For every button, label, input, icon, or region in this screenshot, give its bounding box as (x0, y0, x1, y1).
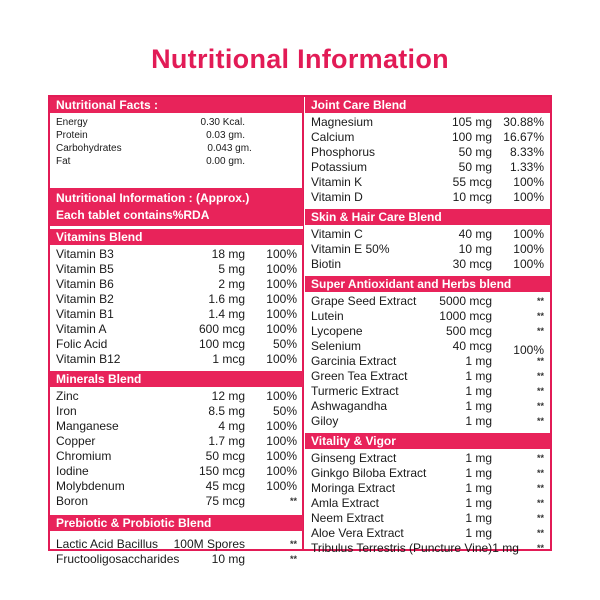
section-header-approx-info: Nutritional Information : (Approx.) Each… (50, 188, 303, 226)
list-item: Vitamin B2 1.6 mg 100% (56, 292, 297, 306)
list-item: Ginseng Extract 1 mg ** (311, 451, 544, 465)
list-item: Amla Extract 1 mg ** (311, 496, 544, 510)
list-item: Carbohydrates 0.043 gm. (56, 143, 252, 154)
list-item: Magnesium 105 mg 30.88% (311, 115, 544, 129)
list-item: Folic Acid 100 mcg 50% (56, 337, 297, 351)
list-item: Aloe Vera Extract 1 mg ** (311, 526, 544, 540)
list-item: Boron 75 mcg ** (56, 494, 297, 508)
approx-info-line1: Nutritional Information : (Approx.) (56, 191, 250, 205)
probiotic-list: Lactic Acid Bacillus 100M Spores ** Fructo… (50, 531, 303, 571)
list-item: Moringa Extract 1 mg ** (311, 481, 544, 495)
list-item: Vitamin A 600 mcg 100% (56, 322, 297, 336)
list-item: Vitamin B12 1 mcg 100% (56, 352, 297, 366)
list-item: Iodine 150 mcg 100% (56, 464, 297, 478)
list-item: Calcium 100 mg 16.67% (311, 130, 544, 144)
nutrition-table: Nutritional Facts : Energy 0.30 Kcal. Pro… (48, 95, 552, 566)
section-header-vitamins: Vitamins Blend (50, 229, 303, 245)
list-item: Zinc 12 mg 100% (56, 389, 297, 403)
right-column: Joint Care Blend Magnesium 105 mg 30.88% C… (305, 97, 550, 560)
list-item: Lutein 1000 mcg ** (311, 309, 544, 323)
list-item: Ashwagandha 1 mg ** (311, 399, 544, 413)
section-header-probiotic: Prebiotic & Probiotic Blend (50, 515, 303, 531)
vitality-list: Ginseng Extract 1 mg ** Ginkgo Biloba Extr… (305, 449, 550, 560)
joint-list: Magnesium 105 mg 30.88% Calcium 100 mg 16.67… (305, 113, 550, 209)
list-item: Vitamin K 55 mcg 100% (311, 175, 544, 189)
list-item: Copper 1.7 mg 100% (56, 434, 297, 448)
list-item: Vitamin B5 5 mg 100% (56, 262, 297, 276)
list-item: Energy 0.30 Kcal. (56, 117, 245, 128)
list-item: Fat 0.00 gm. (56, 156, 245, 167)
section-header-vitality: Vitality & Vigor (305, 433, 550, 449)
left-column: Nutritional Facts : Energy 0.30 Kcal. Pro… (50, 97, 303, 571)
list-item: Grape Seed Extract 5000 mcg ** (311, 294, 544, 308)
list-item: Vitamin C 40 mg 100% (311, 227, 544, 241)
list-item: Protein 0.03 gm. (56, 130, 245, 141)
list-item: Vitamin D 10 mcg 100% (311, 190, 544, 204)
list-item: Garcinia Extract 1 mg ** (311, 354, 544, 368)
section-header-joint: Joint Care Blend (305, 97, 550, 113)
list-item: Vitamin B3 18 mg 100% (56, 247, 297, 261)
skin-hair-list: Vitamin C 40 mg 100% Vitamin E 50% 10 mg 100… (305, 225, 550, 276)
list-item: Vitamin B6 2 mg 100% (56, 277, 297, 291)
section-header-nutritional-facts: Nutritional Facts : (50, 97, 303, 113)
list-item: Green Tea Extract 1 mg ** (311, 369, 544, 383)
list-item: Tribulus Terrestris (Puncture Vine) 1 mg *… (311, 541, 544, 555)
nutritional-facts-list: Energy 0.30 Kcal. Protein 0.03 gm. Carbohy… (50, 113, 303, 188)
page-title: Nutritional Information (151, 44, 449, 74)
list-item: Iron 8.5 mg 50% (56, 404, 297, 418)
column-divider (302, 97, 304, 549)
list-item: Lactic Acid Bacillus 100M Spores ** (56, 537, 297, 551)
list-item: Neem Extract 1 mg ** (311, 511, 544, 525)
section-header-minerals: Minerals Blend (50, 371, 303, 387)
minerals-list: Zinc 12 mg 100% Iron 8.5 mg 50% Manganese 4 m… (50, 387, 303, 513)
list-item: Chromium 50 mcg 100% (56, 449, 297, 463)
list-item: Ginkgo Biloba Extract 1 mg ** (311, 466, 544, 480)
antioxidant-list: Grape Seed Extract 5000 mcg ** Lutein 1000 … (305, 292, 550, 433)
list-item: Selenium 40 mcg 100% (311, 339, 544, 357)
vitamins-list: Vitamin B3 18 mg 100% Vitamin B5 5 mg 100% V… (50, 245, 303, 371)
section-header-antioxidant: Super Antioxidant and Herbs blend (305, 276, 550, 292)
list-item: Biotin 30 mcg 100% (311, 257, 544, 271)
list-item: Potassium 50 mg 1.33% (311, 160, 544, 174)
list-item: Turmeric Extract 1 mg ** (311, 384, 544, 398)
list-item: Giloy 1 mg ** (311, 414, 544, 428)
list-item: Manganese 4 mg 100% (56, 419, 297, 433)
list-item: Lycopene 500 mcg ** (311, 324, 544, 338)
list-item: Vitamin B1 1.4 mg 100% (56, 307, 297, 321)
list-item: Phosphorus 50 mg 8.33% (311, 145, 544, 159)
list-item: Vitamin E 50% 10 mg 100% (311, 242, 544, 256)
section-header-skin-hair: Skin & Hair Care Blend (305, 209, 550, 225)
approx-info-line2: Each tablet contains%RDA (56, 208, 210, 222)
list-item: Molybdenum 45 mcg 100% (56, 479, 297, 493)
list-item: Fructooligosaccharides 10 mg ** (56, 552, 297, 566)
